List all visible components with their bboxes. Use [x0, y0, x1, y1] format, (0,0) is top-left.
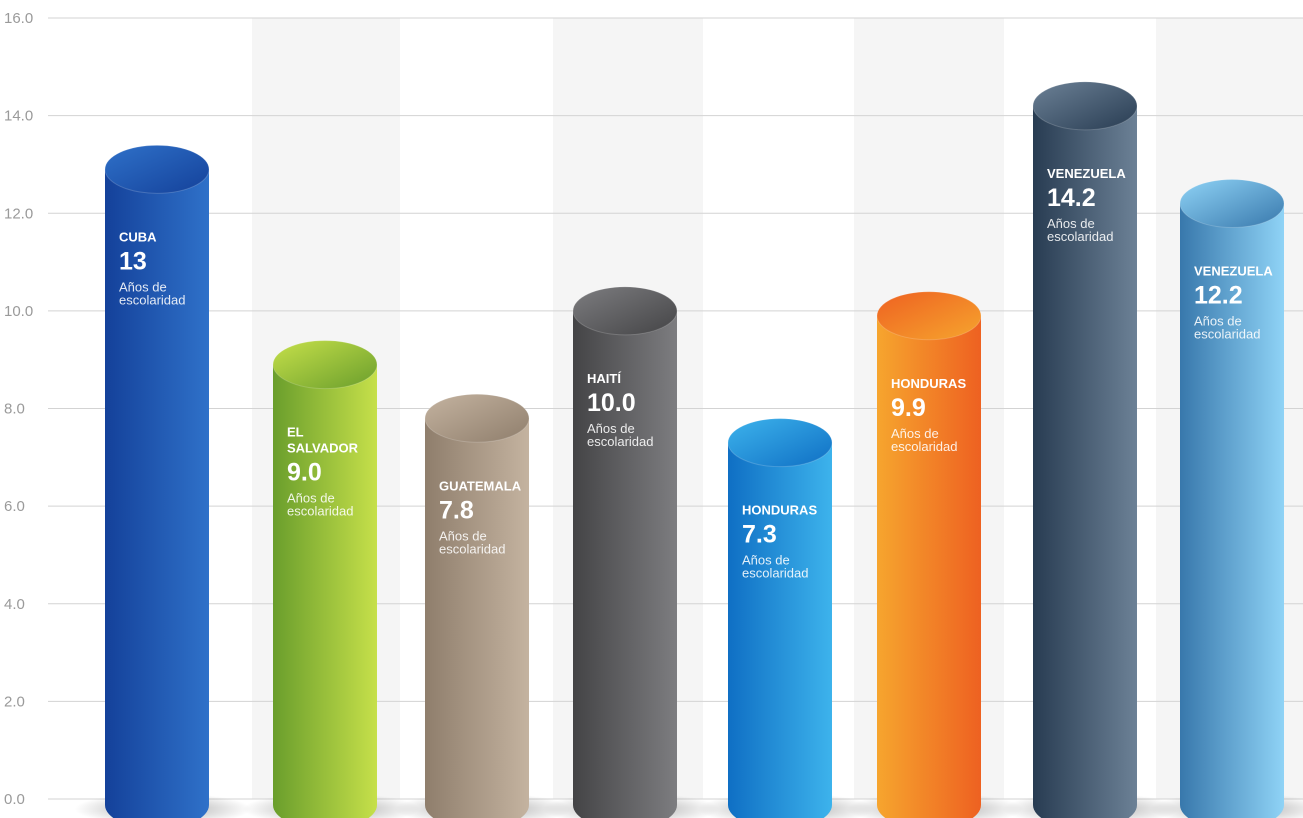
bar-value-label: 7.3 [742, 521, 777, 549]
bar-unit-label: Años de [1194, 313, 1242, 328]
bar [728, 442, 832, 818]
y-tick-label: 6.0 [4, 498, 25, 515]
bar-top-rim [727, 418, 833, 468]
bar-top-rim [1179, 178, 1285, 228]
bar-top [877, 291, 981, 340]
bar-category-label: HAITÍ [587, 371, 621, 386]
bar-unit-label: escolaridad [587, 434, 654, 449]
bar-top [425, 394, 529, 443]
bar-value-label: 10.0 [587, 389, 636, 417]
bar-category-label: CUBA [119, 229, 157, 244]
bar-category-label: SALVADOR [287, 441, 359, 456]
bar [1180, 203, 1284, 818]
bar-unit-label: Años de [1047, 216, 1095, 231]
bar-top-rim [104, 144, 210, 194]
bar-category-label: VENEZUELA [1194, 263, 1273, 278]
bar-top-rim [572, 286, 678, 336]
bar-top-rim [424, 393, 530, 443]
bar [877, 315, 981, 818]
bar-unit-label: escolaridad [1194, 326, 1261, 341]
bar [573, 310, 677, 818]
bar-category-label: GUATEMALA [439, 478, 522, 493]
bar-unit-label: escolaridad [119, 292, 186, 307]
y-tick-label: 12.0 [4, 205, 33, 222]
y-tick-label: 16.0 [4, 10, 33, 27]
bar [273, 364, 377, 818]
bar-top [1033, 81, 1137, 130]
y-tick-label: 10.0 [4, 303, 33, 320]
bar-value-label: 14.2 [1047, 184, 1096, 212]
bar-category-label: HONDURAS [891, 376, 966, 391]
bar-category-label: HONDURAS [742, 503, 817, 518]
bar-unit-label: Años de [587, 421, 635, 436]
bar-value-label: 7.8 [439, 496, 474, 524]
bar-top [105, 145, 209, 194]
bar-unit-label: escolaridad [742, 566, 809, 581]
y-tick-label: 14.0 [4, 108, 33, 125]
bar-unit-label: escolaridad [1047, 229, 1114, 244]
bar-top-rim [876, 291, 982, 341]
bar-top [728, 418, 832, 467]
bar-value-label: 9.9 [891, 394, 926, 422]
y-tick-label: 0.0 [4, 791, 25, 808]
bar-unit-label: Años de [439, 528, 487, 543]
bar-top-rim [272, 340, 378, 390]
bar-top [1180, 179, 1284, 228]
bar-unit-label: Años de [891, 426, 939, 441]
bar-top [573, 286, 677, 335]
bar-value-label: 13 [119, 247, 147, 275]
bar-category-label: VENEZUELA [1047, 166, 1126, 181]
y-tick-label: 4.0 [4, 596, 25, 613]
bar-value-label: 9.0 [287, 459, 322, 487]
bar-category-label: EL [287, 425, 304, 440]
bar-unit-label: Años de [742, 553, 790, 568]
bar-top [273, 340, 377, 389]
bar [105, 169, 209, 818]
bar [1033, 105, 1137, 818]
bar-unit-label: escolaridad [287, 504, 354, 519]
y-tick-label: 2.0 [4, 693, 25, 710]
bar-unit-label: Años de [119, 279, 167, 294]
bar-top-rim [1032, 81, 1138, 131]
bar [425, 418, 529, 818]
bar-unit-label: escolaridad [439, 541, 506, 556]
bar-value-label: 12.2 [1194, 281, 1243, 309]
y-tick-label: 8.0 [4, 401, 25, 418]
y-axis: 0.0 2.0 4.0 6.0 8.0 10.0 12.0 14.0 16.0 [4, 10, 33, 808]
bar-unit-label: escolaridad [891, 439, 958, 454]
bar-unit-label: Años de [287, 491, 335, 506]
